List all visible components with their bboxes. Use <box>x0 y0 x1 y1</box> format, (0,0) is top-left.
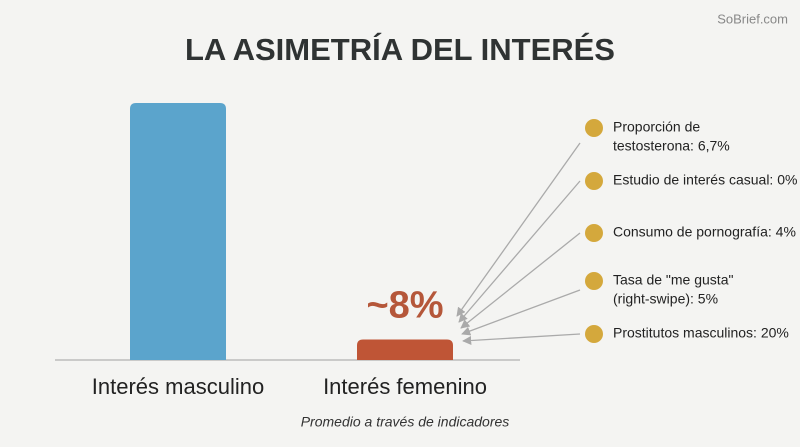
note: Promedio a través de indicadores <box>301 414 510 430</box>
arrow <box>456 142 581 317</box>
annotation: Consumo de pornografía: 4% <box>613 224 796 240</box>
annotation: Proporción de <box>613 119 700 135</box>
arrow <box>461 289 581 336</box>
annotation: Estudio de interés casual: 0% <box>613 172 797 188</box>
x-tick-label: Interés masculino <box>92 374 264 399</box>
annotation: Tasa de "me gusta" <box>613 272 733 288</box>
arrow <box>458 180 581 323</box>
watermark: SoBrief.com <box>717 11 788 26</box>
value-label: ~8% <box>366 284 443 326</box>
bullet <box>585 224 603 242</box>
annotation: Prostitutos masculinos: 20% <box>613 325 789 341</box>
bar <box>130 103 226 360</box>
chart-title: LA ASIMETRÍA DEL INTERÉS <box>185 32 615 67</box>
x-tick-label: Interés femenino <box>323 374 487 399</box>
bullet <box>585 272 603 290</box>
arrow <box>462 333 581 346</box>
bullet <box>585 325 603 343</box>
bar <box>357 339 453 360</box>
bullet <box>585 119 603 137</box>
annotation: testosterona: 6,7% <box>613 138 730 154</box>
bullet <box>585 172 603 190</box>
annotation: (right-swipe): 5% <box>613 291 718 307</box>
arrow <box>460 232 581 329</box>
